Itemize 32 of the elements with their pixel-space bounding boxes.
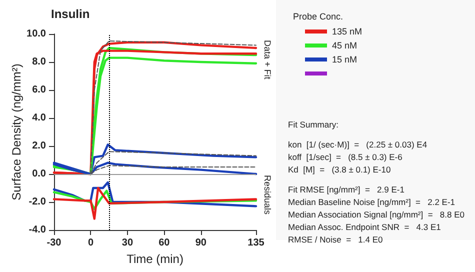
text: Median Association Signal [ng/mm²] = 8.8 E0 [288, 210, 465, 220]
x-axis-title: Time (min) [126, 252, 184, 266]
x-tick-label: -30 [46, 238, 62, 248]
text: Residuals [262, 175, 272, 216]
text: kon [1/ (sec·M)] = (2.25 ± 0.03) E4 [288, 140, 428, 150]
text: koff [1/sec] = (8.5 ± 0.3) E-6 [288, 152, 403, 162]
x-tick-label: 30 [122, 238, 134, 248]
y-tick-label: 8.0 [32, 56, 46, 68]
legend-label: 45 nM [332, 40, 358, 50]
x-tick-label: 0 [88, 238, 94, 248]
text: Kd [M] = (3.8 ± 0.1) E-10 [288, 164, 391, 174]
text: Data + Fit [262, 40, 272, 80]
y-tick-label: 4.0 [32, 112, 46, 124]
x-tick-label: 90 [195, 238, 207, 248]
legend-label: 135 nM [332, 26, 362, 36]
y-tick-label: 6.0 [32, 84, 46, 96]
y-tick-label: 0.0 [32, 168, 46, 180]
text: Median Baseline Noise [ng/mm²] = 2.2 E-1 [288, 197, 456, 207]
y-axis-title: Surface Density (ng/mm²) [10, 64, 24, 200]
legend-title: Probe Conc. [293, 12, 344, 22]
x-tick-label: 135 [248, 238, 265, 248]
y-tick-label: -2.0 [28, 196, 46, 208]
legend-label: 15 nM [332, 54, 358, 64]
text: Fit RMSE [ng/mm²] = 2.9 E-1 [288, 184, 405, 194]
y-tick-label: 2.0 [32, 140, 46, 152]
y-tick-label: -4.0 [28, 224, 46, 236]
text: Fit Summary: [288, 120, 339, 130]
text: RMSE / Noise = 1.4 E0 [288, 234, 383, 244]
x-tick-label: 60 [158, 238, 170, 248]
y-tick-label: 10.0 [26, 28, 46, 40]
chart-title: Insulin [51, 7, 90, 21]
text: Median Assoc. Endpoint SNR = 4.3 E1 [288, 222, 442, 232]
